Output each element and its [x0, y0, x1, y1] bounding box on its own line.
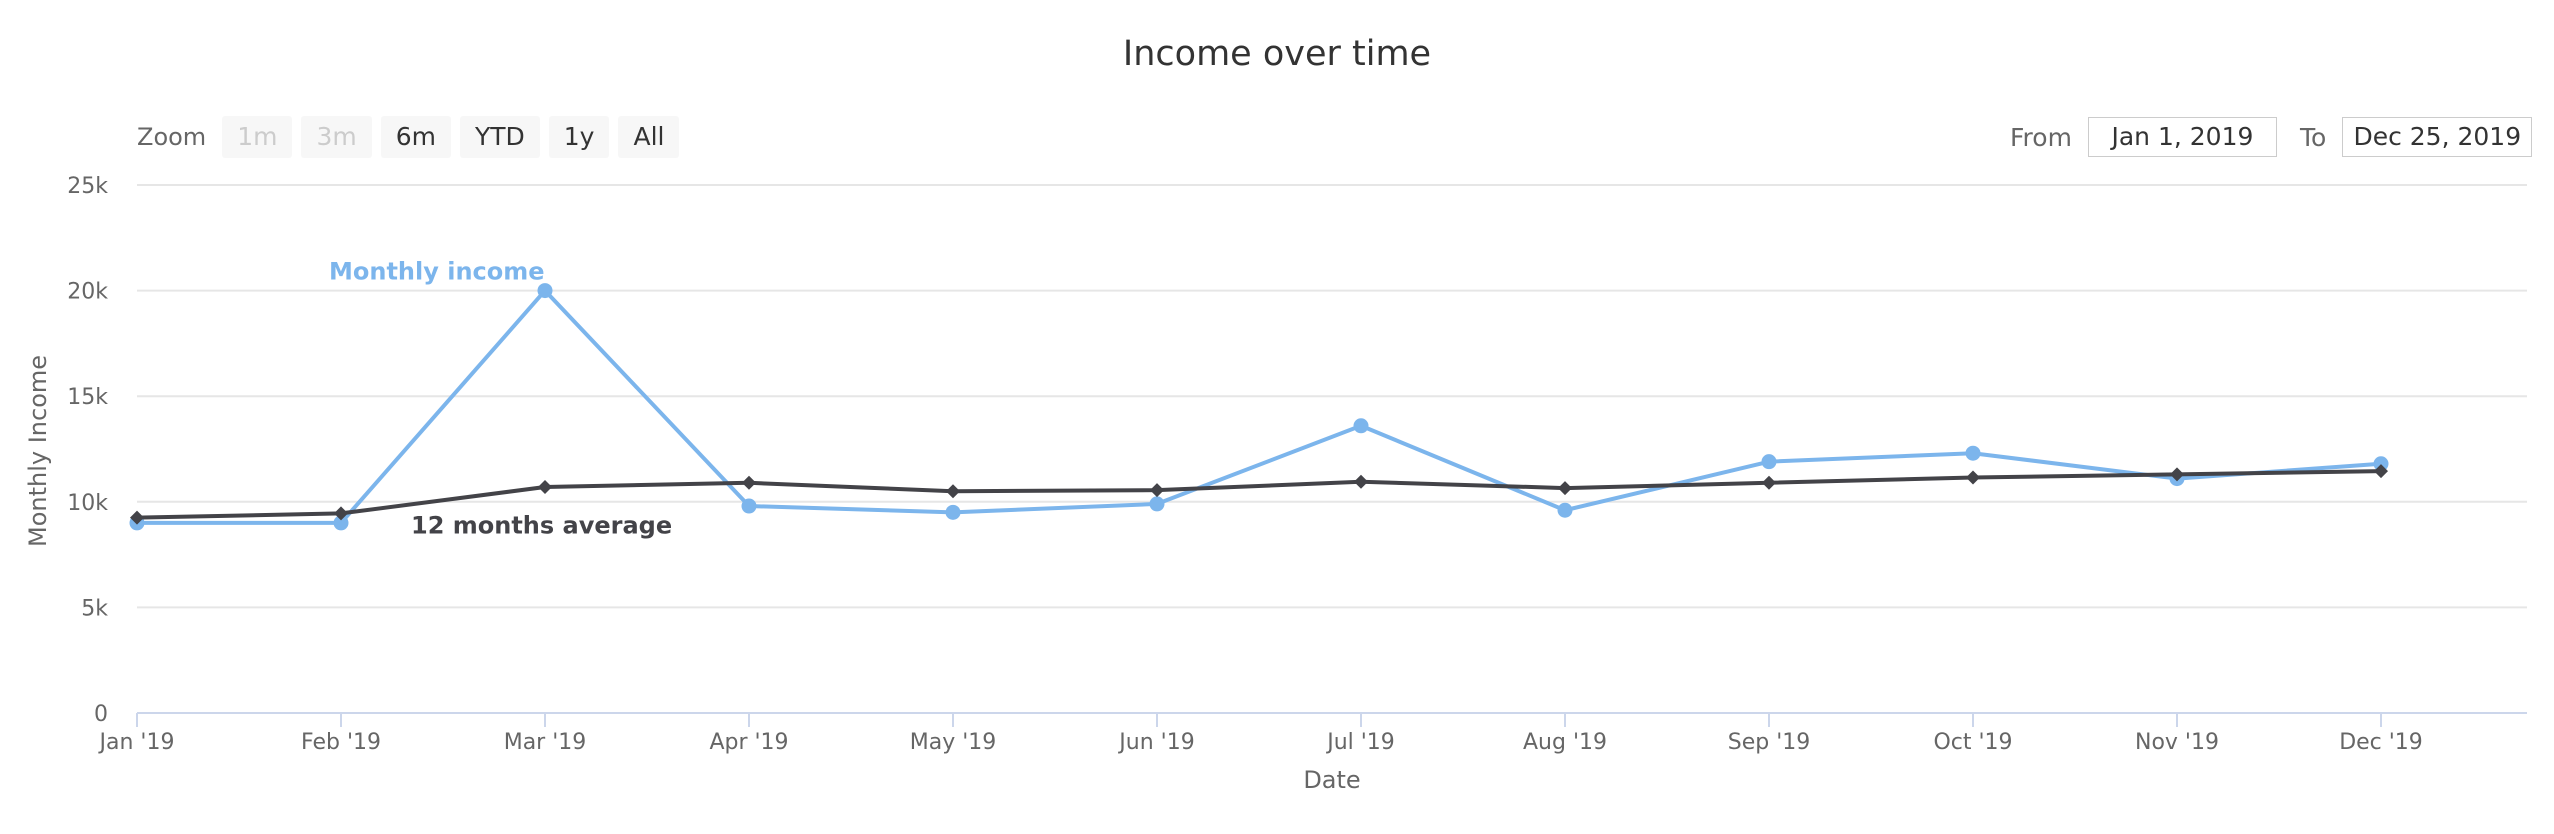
average-point	[1150, 483, 1164, 498]
series-line-monthly-income	[135, 288, 2383, 525]
monthly-income-point	[333, 515, 349, 531]
average-point	[1558, 481, 1572, 496]
zoom-label: Zoom	[137, 123, 207, 151]
average-point	[130, 510, 144, 525]
average-point	[1354, 474, 1368, 489]
x-tick-label: Jun '19	[1117, 730, 1194, 755]
x-tick-label: Sep '19	[1728, 730, 1811, 755]
monthly-income-point	[2373, 456, 2389, 472]
average-point	[1762, 475, 1776, 490]
to-date-input[interactable]	[2342, 117, 2533, 157]
average-point	[2374, 464, 2388, 479]
series-line-12-months-average	[135, 469, 2383, 520]
average-point	[2170, 467, 2184, 482]
x-tick-label: Jul '19	[1325, 730, 1395, 755]
zoom-3m-button[interactable]: 3m	[301, 116, 372, 158]
x-tick-label: Oct '19	[1933, 730, 2012, 755]
chart-title: Income over time	[1122, 34, 1432, 74]
zoom-ytd-button[interactable]: YTD	[459, 116, 540, 158]
average-point	[742, 475, 756, 490]
monthly-income-point	[1557, 502, 1573, 518]
average-point	[538, 480, 552, 495]
x-tick-label: Apr '19	[709, 730, 788, 755]
from-date-input[interactable]	[2087, 117, 2277, 157]
y-tick-label: 15k	[67, 385, 108, 410]
average-label: 12 months average	[411, 511, 672, 539]
zoom-6m-button[interactable]: 6m	[380, 116, 451, 158]
y-tick-label: 20k	[67, 280, 108, 305]
y-tick-label: 5k	[81, 596, 108, 621]
monthly-income-point	[1149, 496, 1165, 512]
x-tick-label: Mar '19	[504, 730, 587, 755]
monthly-income-point	[1761, 454, 1777, 470]
y-tick-label: 25k	[67, 174, 108, 199]
x-axis-title: Date	[1303, 766, 1360, 794]
x-tick-label: Jan '19	[98, 730, 175, 755]
average-point	[1966, 470, 1980, 485]
average-point	[946, 484, 960, 499]
zoom-all-button[interactable]: All	[618, 116, 680, 158]
monthly-income-label: Monthly income	[329, 258, 545, 286]
x-tick-label: Dec '19	[2339, 730, 2423, 755]
zoom-bar: Zoom 1m 3m 6m YTD 1y All	[137, 116, 688, 158]
date-range: From To	[2010, 116, 2533, 158]
average-point	[334, 506, 348, 521]
monthly-income-point	[945, 504, 961, 520]
monthly-income-point	[741, 498, 757, 514]
monthly-income-point	[1353, 418, 1369, 434]
to-label: To	[2299, 122, 2327, 152]
zoom-1y-button[interactable]: 1y	[548, 116, 610, 158]
x-tick-label: Nov '19	[2135, 730, 2219, 755]
zoom-1m-button[interactable]: 1m	[222, 116, 293, 158]
from-label: From	[2010, 122, 2072, 152]
x-tick-label: May '19	[910, 730, 997, 755]
monthly-income-point	[537, 283, 553, 299]
y-tick-label: 10k	[67, 491, 108, 516]
x-tick-label: Aug '19	[1523, 730, 1607, 755]
y-axis-title: Monthly Income	[24, 355, 52, 547]
y-tick-label: 0	[94, 702, 108, 727]
monthly-income-point	[1965, 445, 1981, 461]
x-tick-label: Feb '19	[301, 730, 381, 755]
